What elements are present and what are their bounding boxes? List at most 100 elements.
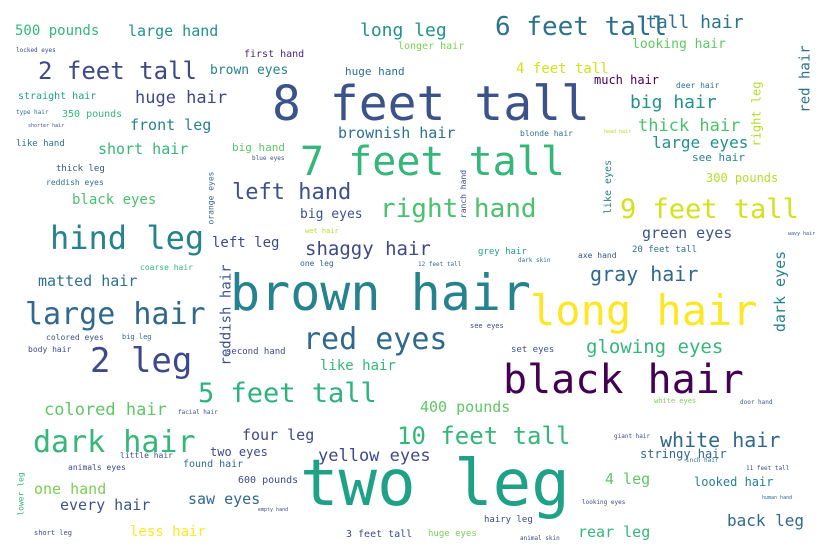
word-white-hair: white hair — [660, 428, 781, 452]
word-front-leg: front leg — [130, 116, 212, 134]
word-huge-eyes: huge eyes — [428, 529, 477, 539]
word-like-hand: like hand — [16, 139, 65, 149]
word-huge-hair: huge hair — [135, 88, 228, 108]
word-2-feet-tall: 2 feet tall — [38, 57, 197, 85]
word-body-hair: body hair — [28, 345, 72, 354]
word-colored-eyes: colored eyes — [46, 333, 104, 342]
word-short-leg: short leg — [34, 529, 72, 537]
word-found-hair: found hair — [183, 459, 244, 470]
word-deer-hair: deer hair — [676, 81, 720, 90]
word-axe-hand: axe hand — [578, 251, 617, 260]
word-every-hair: every hair — [60, 496, 151, 514]
word-9-feet-tall: 9 feet tall — [620, 194, 799, 225]
word-locked-eyes: locked eyes — [16, 47, 56, 54]
word-little-hair: little hair — [120, 451, 173, 460]
word-4-leg: 4 leg — [605, 470, 651, 488]
word-5-feet-tall: 5 feet tall — [198, 378, 377, 409]
word-hairy-leg: hairy leg — [484, 515, 533, 525]
word-less-hair: less hair — [130, 524, 206, 540]
word-colored-hair: colored hair — [44, 400, 167, 420]
word-black-eyes: black eyes — [72, 192, 157, 208]
word-one-hand: one hand — [34, 480, 107, 498]
word-back-leg: back leg — [727, 511, 805, 530]
word-long-hair: long hair — [530, 286, 758, 335]
word-like-eyes: like eyes — [603, 159, 615, 215]
word-huge-hand: huge hand — [345, 65, 405, 78]
word-right-hand: right hand — [380, 194, 537, 224]
word-looking-hair: looking hair — [632, 37, 726, 52]
word-giant-hair: giant hair — [614, 433, 651, 440]
word-two-leg: two leg — [300, 447, 570, 521]
word-second-hand: second hand — [226, 347, 286, 357]
word-large-hair: large hair — [25, 297, 206, 332]
word-400-pounds: 400 pounds — [420, 398, 511, 416]
word-longer-hair: longer hair — [398, 41, 465, 52]
word-animals-eyes: animals eyes — [68, 463, 126, 472]
word-2-leg: 2 leg — [90, 341, 193, 381]
word-left-hand: left hand — [232, 180, 352, 205]
word-tall-hair: tall hair — [646, 12, 744, 33]
word-ranch-hand: ranch hand — [459, 169, 469, 219]
word-two-eyes: two eyes — [210, 445, 268, 459]
word-wavy-hair: wavy hair — [788, 231, 816, 237]
word-much-hair: much hair — [594, 73, 660, 87]
word-thick-leg: thick leg — [56, 164, 105, 174]
word-reddish-eyes: reddish eyes — [46, 178, 104, 187]
word-red-hair: red hair — [797, 45, 814, 113]
word-matted-hair: matted hair — [38, 272, 138, 290]
word-see-eyes: see eyes — [470, 322, 504, 330]
word-11-feet-tall: 11 feet tall — [746, 465, 790, 472]
word-wet-hair: wet hair — [305, 227, 339, 235]
word-left-leg: left leg — [212, 235, 280, 251]
word-brown-eyes: brown eyes — [210, 63, 289, 78]
word-large-eyes: large eyes — [652, 133, 749, 152]
word-coarse-hair: coarse hair — [140, 263, 193, 272]
word-big-hand: big hand — [232, 141, 285, 154]
word-350-pounds: 350 pounds — [62, 109, 123, 120]
word-inch-hair: inch hair — [686, 457, 719, 464]
word-dark-eyes: dark eyes — [771, 250, 790, 333]
word-animal-skin: animal skin — [520, 535, 560, 542]
word-20-feet-tall: 20 feet tall — [632, 245, 698, 255]
word-thick-hair: thick hair — [638, 116, 741, 136]
word-right-leg: right leg — [749, 81, 764, 147]
word-first-hand: first hand — [244, 49, 305, 60]
word-saw-eyes: saw eyes — [188, 490, 261, 508]
word-blue-eyes: blue eyes — [252, 155, 285, 162]
word-3-feet-tall: 3 feet tall — [346, 529, 413, 540]
word-dark-hair: dark hair — [33, 425, 196, 460]
word-8-feet-tall: 8 feet tall — [272, 76, 590, 132]
word-brownish-hair: brownish hair — [338, 124, 456, 142]
word-red-eyes: red eyes — [303, 322, 448, 357]
word-dark-skin: dark skin — [518, 257, 551, 264]
word-straight-hair: straight hair — [18, 91, 97, 102]
word-hind-leg: hind leg — [50, 219, 205, 257]
word-one-leg: one leg — [300, 259, 334, 268]
word-like-hair: like hair — [320, 358, 396, 374]
word-big-eyes: big eyes — [300, 207, 363, 222]
word-type-hair: type hair — [16, 109, 49, 116]
word-10-feet-tall: 10 feet tall — [397, 422, 571, 450]
word-green-eyes: green eyes — [642, 224, 733, 242]
word-large-hand: large hand — [128, 22, 219, 40]
word-door-hand: door hand — [740, 399, 773, 406]
word-lower-leg: lower leg — [16, 472, 26, 516]
word-7-feet-tall: 7 feet tall — [300, 139, 565, 185]
word-looking-eyes: looking eyes — [582, 499, 626, 506]
word-12-feet-tall: 12 feet tall — [418, 261, 462, 268]
word-human-hand: human hand — [762, 495, 793, 501]
word-white-eyes: white eyes — [654, 397, 697, 405]
word-looked-hair: looked hair — [694, 475, 774, 489]
word-long-leg: long leg — [360, 20, 447, 41]
word-grey-hair: grey hair — [478, 247, 527, 257]
word-shaggy-hair: shaggy hair — [305, 238, 431, 260]
word-rear-leg: rear leg — [578, 523, 651, 541]
word-gray-hair: gray hair — [590, 262, 699, 286]
word-600-pounds: 600 pounds — [238, 475, 299, 486]
word-big-hair: big hair — [630, 92, 717, 113]
word-big-leg: big leg — [122, 333, 152, 341]
word-head-hair: head hair — [604, 129, 632, 135]
word-see-hair: see hair — [692, 151, 745, 164]
word-stringy-hair: stringy hair — [640, 447, 727, 461]
